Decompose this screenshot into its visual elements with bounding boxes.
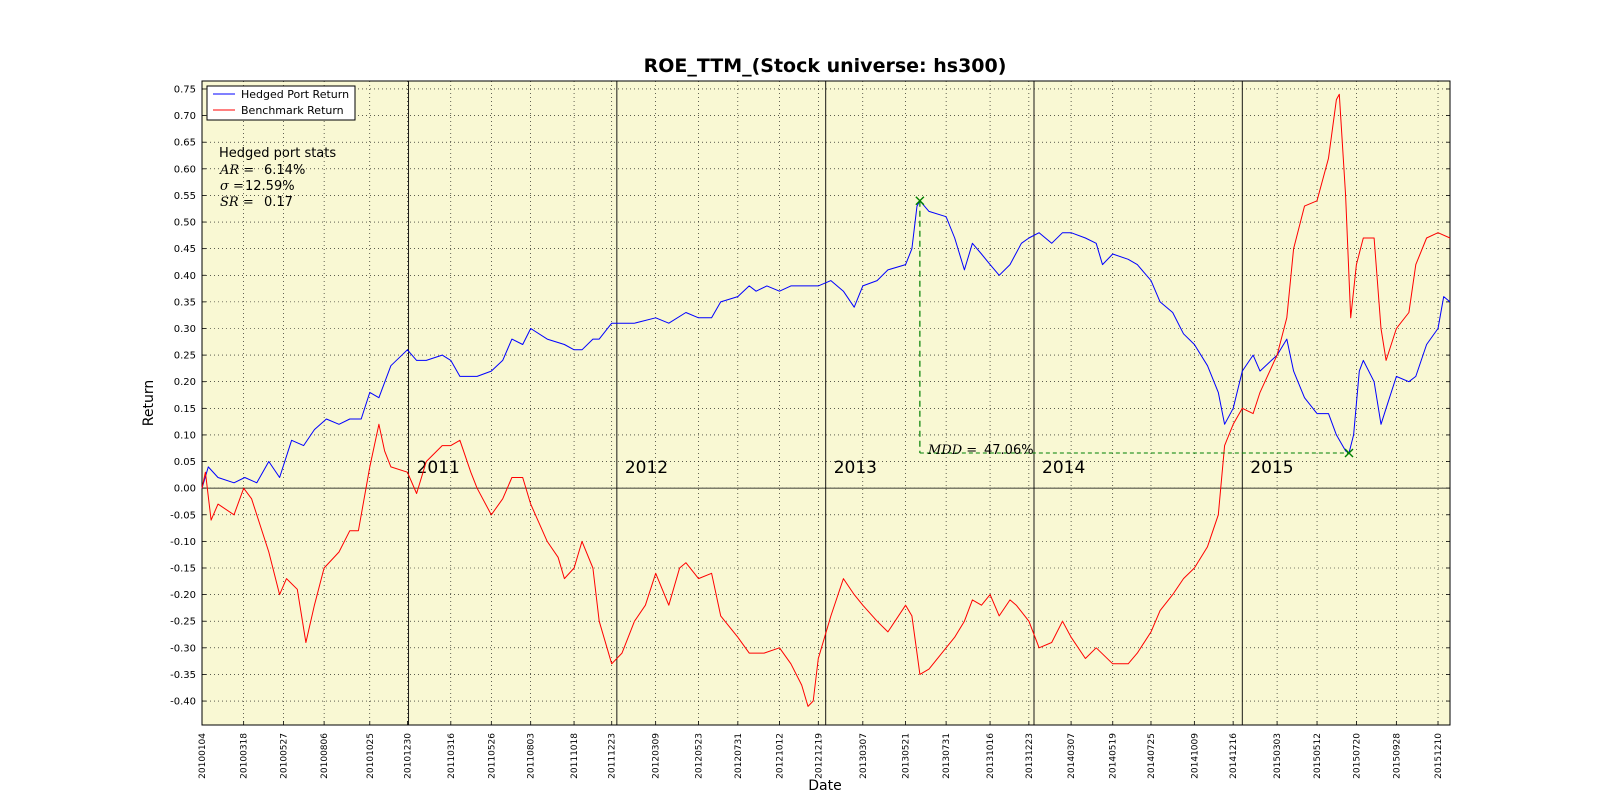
y-axis-ticks: 0.75 0.70 0.65 0.60 0.55 0.50 0.45 0.40 0.35 0.30… [170, 84, 1450, 708]
year-label-2014: 2014 [1042, 458, 1085, 478]
x-tick-label: 20150512 [1313, 733, 1323, 779]
y-tick-label: 0.25 [174, 351, 196, 362]
x-tick-label: 20110316 [447, 733, 457, 779]
year-label-2013: 2013 [834, 458, 877, 478]
mdd-peak-marker-stroke-b [915, 196, 925, 206]
x-tick-label: 20120309 [652, 733, 662, 779]
x-tick-label: 20140307 [1067, 733, 1077, 779]
mdd-label: MDD = [927, 443, 977, 458]
x-tick-label: 20101025 [366, 733, 376, 779]
mdd-trough-marker [1344, 448, 1354, 458]
stats-sr-value: 0.17 [264, 195, 293, 210]
x-axis-ticks: 20100104 20100318 20100527 20100806 20101025… [198, 721, 1444, 779]
series-lines [201, 93, 1451, 707]
y-tick-label: 0.10 [174, 430, 196, 441]
y-tick-label: -0.30 [170, 643, 196, 654]
x-tick-label: 20100104 [198, 733, 208, 779]
y-tick-label: 0.70 [174, 111, 196, 122]
y-tick-label: 0.65 [174, 138, 196, 149]
mdd-value: 47.06% [984, 443, 1034, 458]
x-tick-label: 20100806 [320, 733, 330, 779]
series-line-hedged [201, 200, 1451, 489]
x-tick-label: 20141216 [1229, 733, 1239, 779]
year-divider-lines [408, 81, 1243, 725]
stats-heading: Hedged port stats [219, 146, 336, 161]
y-tick-label: -0.15 [170, 563, 196, 574]
y-tick-label: -0.10 [170, 537, 196, 548]
stats-ar-label: AR = [219, 163, 254, 178]
y-tick-label: -0.40 [170, 697, 196, 708]
x-tick-label: 20131016 [986, 733, 996, 779]
x-tick-label: 20121219 [814, 733, 824, 779]
y-tick-label: -0.20 [170, 590, 196, 601]
y-tick-label: -0.25 [170, 617, 196, 628]
x-tick-label: 20130521 [902, 733, 912, 779]
x-tick-label: 20150720 [1352, 733, 1362, 779]
year-label-2012: 2012 [625, 458, 668, 478]
legend-box [206, 85, 356, 121]
y-tick-label: 0.35 [174, 297, 196, 308]
x-tick-label: 20140725 [1147, 733, 1157, 779]
series-line-benchmark [201, 93, 1451, 707]
y-tick-label: 0.30 [174, 324, 196, 335]
x-tick-label: 20130731 [942, 733, 952, 779]
y-tick-label: 0.00 [174, 484, 196, 495]
stats-sigma-label: σ = [220, 179, 244, 194]
x-tick-label: 20100318 [240, 733, 250, 779]
x-tick-label: 20110803 [527, 733, 537, 779]
legend: Hedged Port Return Benchmark Return [206, 85, 356, 121]
stats-sigma-value: 12.59% [245, 179, 295, 194]
max-drawdown-annotation [915, 196, 1354, 458]
y-tick-label: -0.35 [170, 670, 196, 681]
x-tick-label: 20150303 [1273, 733, 1283, 779]
x-axis-label: Date [808, 778, 841, 794]
x-tick-label: 20120731 [734, 733, 744, 779]
stats-sr-label: SR = [220, 195, 254, 210]
x-tick-label: 20140519 [1109, 733, 1119, 779]
x-tick-label: 20120523 [694, 733, 704, 779]
stats-ar-value: 6.14% [264, 163, 305, 178]
y-tick-label: 0.45 [174, 244, 196, 255]
x-tick-label: 20111018 [570, 733, 580, 779]
y-tick-label: 0.40 [174, 271, 196, 282]
x-tick-label: 20111223 [608, 733, 618, 779]
y-tick-label: 0.60 [174, 164, 196, 175]
y-tick-label: 0.50 [174, 218, 196, 229]
chart-title: ROE_TTM_(Stock universe: hs300) [644, 55, 1007, 77]
x-tick-label: 20131223 [1025, 733, 1035, 779]
x-tick-label: 20101230 [403, 733, 413, 779]
y-axis-label: Return [141, 380, 157, 426]
x-tick-label: 20110526 [487, 733, 497, 779]
legend-label-hedged: Hedged Port Return [241, 88, 349, 101]
x-tick-label: 20141009 [1190, 733, 1200, 779]
x-tick-label: 20100527 [280, 733, 290, 779]
mdd-trough-marker-stroke-b [1344, 448, 1354, 458]
year-label-2015: 2015 [1250, 458, 1293, 478]
x-tick-label: 20121012 [775, 733, 785, 779]
y-tick-label: 0.55 [174, 191, 196, 202]
x-tick-label: 20150928 [1392, 733, 1402, 779]
mdd-peak-marker [915, 196, 925, 206]
year-label-2011: 2011 [417, 458, 460, 478]
year-labels: 2011 2012 2013 2014 2015 [417, 458, 1294, 478]
stats-box: Hedged port stats AR = 6.14% σ = 12.59% … [219, 146, 336, 210]
y-tick-label: 0.15 [174, 404, 196, 415]
y-tick-label: 0.05 [174, 457, 196, 468]
x-tick-label: 20151210 [1434, 733, 1444, 779]
y-tick-label: 0.20 [174, 377, 196, 388]
x-tick-label: 20130307 [859, 733, 869, 779]
legend-label-benchmark: Benchmark Return [241, 104, 344, 117]
y-tick-label: 0.75 [174, 84, 196, 95]
y-tick-label: -0.05 [170, 510, 196, 521]
